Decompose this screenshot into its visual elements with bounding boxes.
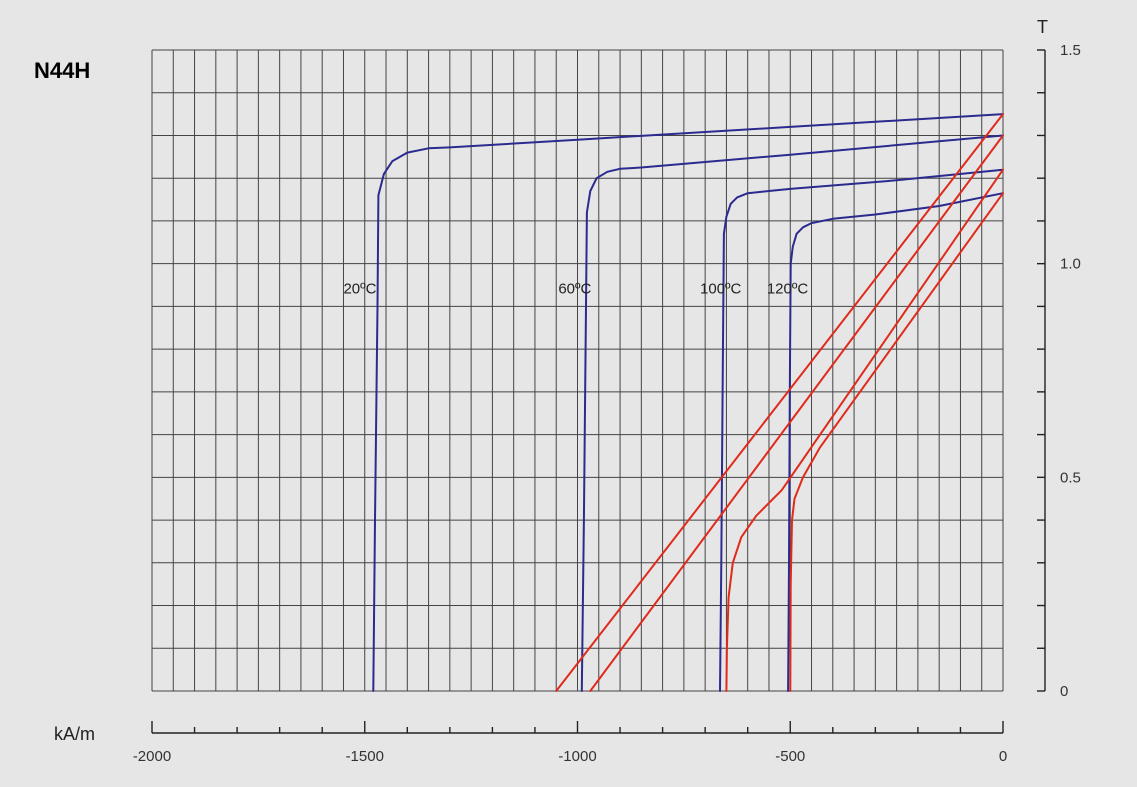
- y-axis: 0 0.5 1.0 1.5: [1037, 42, 1081, 700]
- curves: [372, 113, 1004, 692]
- j-curve-3: [787, 192, 1004, 692]
- x-tick-label: 0: [999, 748, 1007, 765]
- y-tick-label: 1.0: [1060, 256, 1081, 273]
- y-axis-label: T: [1037, 17, 1048, 37]
- y-tick-label: 0: [1060, 683, 1068, 700]
- x-axis-label: kA/m: [54, 724, 95, 744]
- j-curve-2: [719, 168, 1004, 692]
- x-tick-label: -1000: [558, 748, 596, 765]
- chart-title: N44H: [34, 58, 90, 83]
- curve-label-1: 60ºC: [558, 281, 591, 298]
- grid: [151, 49, 1004, 692]
- y-tick-label: 1.5: [1060, 42, 1081, 59]
- y-tick-label: 0.5: [1060, 469, 1081, 486]
- b-curve-5: [589, 134, 1004, 692]
- x-tick-label: -1500: [346, 748, 384, 765]
- j-curve-1: [580, 134, 1004, 692]
- j-curve-0: [372, 113, 1004, 692]
- b-curve-7: [789, 192, 1004, 692]
- x-tick-label: -2000: [133, 748, 171, 765]
- curve-label-3: 120ºC: [767, 281, 809, 298]
- b-curve-4: [555, 113, 1004, 692]
- curve-label-0: 20ºC: [343, 281, 376, 298]
- b-curve-6: [725, 168, 1004, 692]
- x-tick-label: -500: [775, 748, 805, 765]
- curve-labels: 20ºC 60ºC 100ºC 120ºC: [343, 281, 808, 298]
- curve-label-2: 100ºC: [700, 281, 742, 298]
- x-axis: -2000 -1500 -1000 -500 0: [133, 721, 1007, 765]
